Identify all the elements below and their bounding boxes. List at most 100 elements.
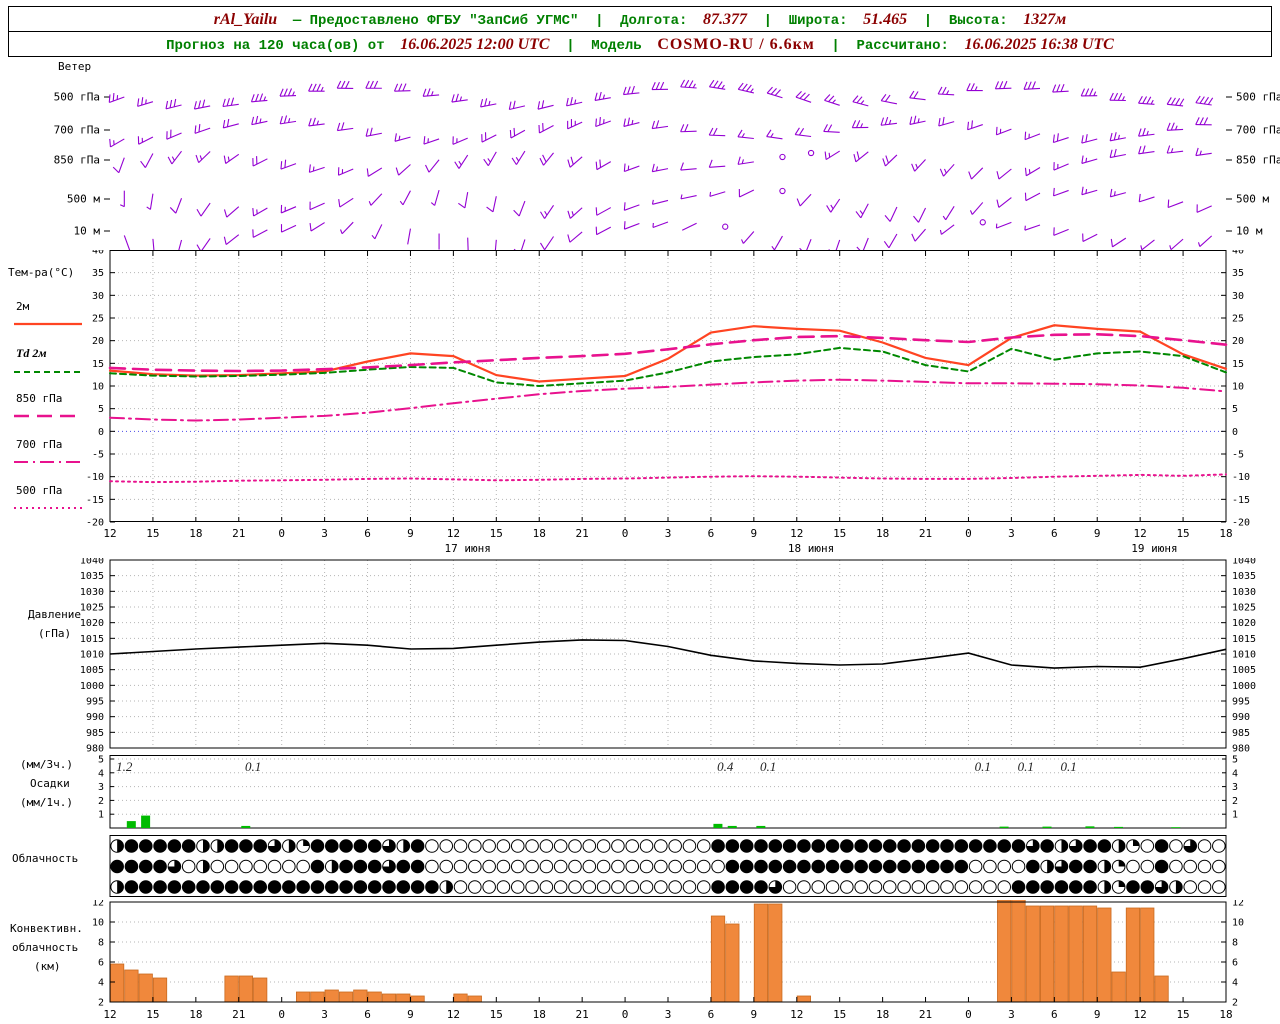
longitude-label: Долгота: (620, 13, 688, 29)
svg-text:12: 12 (92, 900, 104, 909)
svg-text:9: 9 (1094, 527, 1101, 540)
svg-text:6: 6 (708, 527, 715, 540)
svg-text:15: 15 (146, 1008, 159, 1021)
divider-icon: | (595, 13, 604, 29)
latitude-value: 51.465 (863, 11, 908, 28)
wind-barb-row (119, 186, 1212, 223)
forecast-time-value: 16.06.2025 12:00 UTC (400, 36, 550, 53)
svg-text:1040: 1040 (80, 558, 104, 567)
svg-text:-20: -20 (1232, 518, 1250, 529)
precip-panel-title: Осадки (30, 777, 70, 790)
legend-line-sample-icon (14, 414, 82, 418)
wind-barb-row (109, 115, 1212, 148)
legend-label: 500 гПа (16, 484, 63, 497)
svg-text:18 июня: 18 июня (788, 542, 834, 554)
svg-text:15: 15 (1176, 527, 1189, 540)
svg-text:1025: 1025 (80, 603, 104, 614)
svg-text:15: 15 (1232, 359, 1244, 370)
svg-text:1000: 1000 (1232, 681, 1256, 692)
svg-text:2: 2 (98, 796, 104, 807)
legend-item-2м: 2м (12, 300, 102, 332)
svg-text:1015: 1015 (1232, 634, 1256, 645)
svg-text:9: 9 (407, 1008, 414, 1021)
svg-text:25: 25 (92, 314, 104, 325)
svg-text:18: 18 (533, 527, 546, 540)
svg-text:0.1: 0.1 (1018, 759, 1034, 774)
svg-text:3: 3 (1008, 527, 1015, 540)
svg-text:21: 21 (919, 527, 932, 540)
legend-label: 850 гПа (16, 392, 63, 405)
svg-text:6: 6 (364, 527, 371, 540)
svg-text:40: 40 (92, 250, 104, 257)
svg-text:5: 5 (98, 755, 104, 766)
svg-text:500 м: 500 м (1236, 193, 1269, 206)
svg-text:9: 9 (1094, 1008, 1101, 1021)
legend-line-sample-icon (14, 322, 82, 326)
conv-panel-title-2: облачность (12, 941, 79, 954)
precip-unit-1h: (мм/1ч.) (20, 796, 73, 809)
svg-text:6: 6 (98, 958, 104, 969)
svg-text:15: 15 (490, 527, 503, 540)
svg-text:980: 980 (86, 744, 104, 755)
svg-text:-10: -10 (1232, 472, 1250, 483)
svg-text:1020: 1020 (1232, 618, 1256, 629)
wind-panel-title: Ветер (58, 60, 92, 73)
svg-text:21: 21 (576, 1008, 589, 1021)
svg-text:10 м: 10 м (74, 225, 101, 238)
svg-text:30: 30 (92, 291, 104, 302)
svg-text:1000: 1000 (80, 681, 104, 692)
svg-text:0.1: 0.1 (760, 759, 776, 774)
svg-text:21: 21 (232, 527, 245, 540)
provided-by-text: — Предоставлено ФГБУ "ЗапСиб УГМС" (292, 13, 579, 29)
svg-text:12: 12 (790, 1008, 803, 1021)
cloud-cover-row (110, 880, 1226, 894)
wind-barb-row (112, 145, 1212, 180)
svg-text:3: 3 (1008, 1008, 1015, 1021)
svg-text:21: 21 (919, 1008, 932, 1021)
svg-text:10 м: 10 м (1236, 225, 1263, 238)
precip-unit-3h: (мм/3ч.) (20, 758, 73, 771)
svg-text:18: 18 (1219, 1008, 1232, 1021)
svg-text:9: 9 (751, 1008, 758, 1021)
svg-text:1040: 1040 (1232, 558, 1256, 567)
svg-text:9: 9 (751, 527, 758, 540)
svg-text:9: 9 (407, 527, 414, 540)
svg-text:985: 985 (86, 728, 104, 739)
legend-item-500-гПа: 500 гПа (12, 484, 102, 516)
svg-text:2: 2 (98, 998, 104, 1009)
pressure-title-2: (гПа) (38, 627, 72, 640)
precipitation-panel: 1 1 2 2 3 3 4 4 5 5 1.2 0.1 0.4 0.1 0.1 0.1 0.1 (98, 755, 1238, 829)
station-name: rAl_Yailu (213, 11, 278, 28)
pressure-chart-panel: 980 980 985 985 990 990 995 995 1000 1000 1005 1005… (80, 558, 1256, 755)
svg-text:1010: 1010 (80, 650, 104, 661)
svg-text:3: 3 (98, 782, 104, 793)
svg-text:40: 40 (1232, 250, 1244, 257)
svg-text:1: 1 (98, 810, 104, 821)
svg-text:0: 0 (278, 1008, 285, 1021)
svg-text:10: 10 (1232, 918, 1244, 929)
svg-text:995: 995 (86, 697, 104, 708)
svg-text:5: 5 (1232, 404, 1238, 415)
svg-text:18: 18 (876, 527, 889, 540)
wind-barbs-panel: 500 гПа 500 гПа 700 гПа 700 гПа 850 гПа 850 г… (54, 79, 1280, 250)
svg-text:15: 15 (1176, 1008, 1189, 1021)
svg-text:10: 10 (92, 382, 104, 393)
temperature-chart-panel: -20 -20 -15 -15 -10 -10 -5 -5 0 0 5 5 10 10 15 15 20 20 25… (86, 250, 1250, 554)
svg-text:1.2: 1.2 (116, 759, 133, 774)
cloud-panel-title: Облачность (12, 852, 79, 865)
svg-text:990: 990 (86, 712, 104, 723)
legend-item-Td-2м: Td 2м (12, 346, 102, 380)
legend-item-700-гПа: 700 гПа (12, 438, 102, 470)
conv-panel-title-1: Конвективн. (10, 922, 83, 935)
svg-text:2: 2 (1232, 796, 1238, 807)
svg-text:500 гПа: 500 гПа (1236, 91, 1280, 104)
divider-icon: | (763, 13, 773, 29)
svg-text:980: 980 (1232, 744, 1250, 755)
legend-item-850-гПа: 850 гПа (12, 392, 102, 424)
svg-text:-15: -15 (1232, 495, 1250, 506)
svg-text:0: 0 (965, 527, 972, 540)
model-value: COSMO-RU / 6.6км (657, 36, 815, 53)
svg-text:0: 0 (965, 1008, 972, 1021)
svg-text:18: 18 (533, 1008, 546, 1021)
svg-text:5: 5 (1232, 755, 1238, 766)
